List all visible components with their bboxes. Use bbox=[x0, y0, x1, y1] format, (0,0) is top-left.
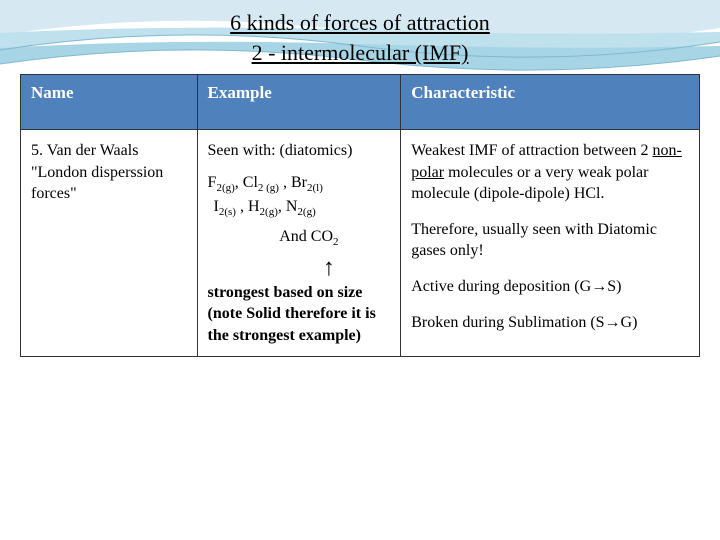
cell-characteristic: Weakest IMF of attraction between 2 non-… bbox=[401, 130, 700, 357]
table-row: 5. Van der Waals "London disperssion for… bbox=[21, 130, 700, 357]
header-name: Name bbox=[21, 75, 198, 130]
imf-table: Name Example Characteristic 5. Van der W… bbox=[20, 74, 700, 357]
and-co2: And CO2 bbox=[208, 226, 391, 250]
example-intro: Seen with: (diatomics) bbox=[208, 140, 391, 162]
page-subtitle: 2 - intermolecular (IMF) bbox=[20, 40, 700, 66]
char-p3: Active during deposition (G→S) bbox=[411, 276, 689, 298]
header-example: Example bbox=[197, 75, 401, 130]
arrow-up-icon: ↑ bbox=[268, 256, 391, 280]
name-line2: "London disperssion forces" bbox=[31, 164, 163, 203]
char-p1: Weakest IMF of attraction between 2 non-… bbox=[411, 140, 689, 205]
cell-example: Seen with: (diatomics) F2(g), Cl2 (g) , … bbox=[197, 130, 401, 357]
header-characteristic: Characteristic bbox=[401, 75, 700, 130]
cell-name: 5. Van der Waals "London disperssion for… bbox=[21, 130, 198, 357]
name-line1: 5. Van der Waals bbox=[31, 142, 138, 159]
strongest-note: strongest based on size (note Solid ther… bbox=[208, 282, 391, 347]
formula-line1: F2(g), Cl2 (g) , Br2(l) bbox=[208, 172, 391, 196]
char-p2: Therefore, usually seen with Diatomic ga… bbox=[411, 219, 689, 262]
formula-line2: I2(s) , H2(g), N2(g) bbox=[208, 196, 391, 220]
char-p4: Broken during Sublimation (S→G) bbox=[411, 312, 689, 334]
page-title: 6 kinds of forces of attraction bbox=[20, 10, 700, 36]
